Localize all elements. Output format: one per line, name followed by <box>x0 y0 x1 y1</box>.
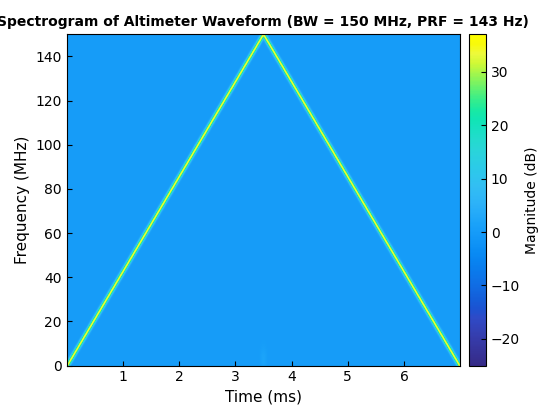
Y-axis label: Frequency (MHz): Frequency (MHz) <box>15 136 30 264</box>
X-axis label: Time (ms): Time (ms) <box>225 390 302 405</box>
Y-axis label: Magnitude (dB): Magnitude (dB) <box>525 146 539 254</box>
Title: Spectrogram of Altimeter Waveform (BW = 150 MHz, PRF = 143 Hz): Spectrogram of Altimeter Waveform (BW = … <box>0 15 529 29</box>
